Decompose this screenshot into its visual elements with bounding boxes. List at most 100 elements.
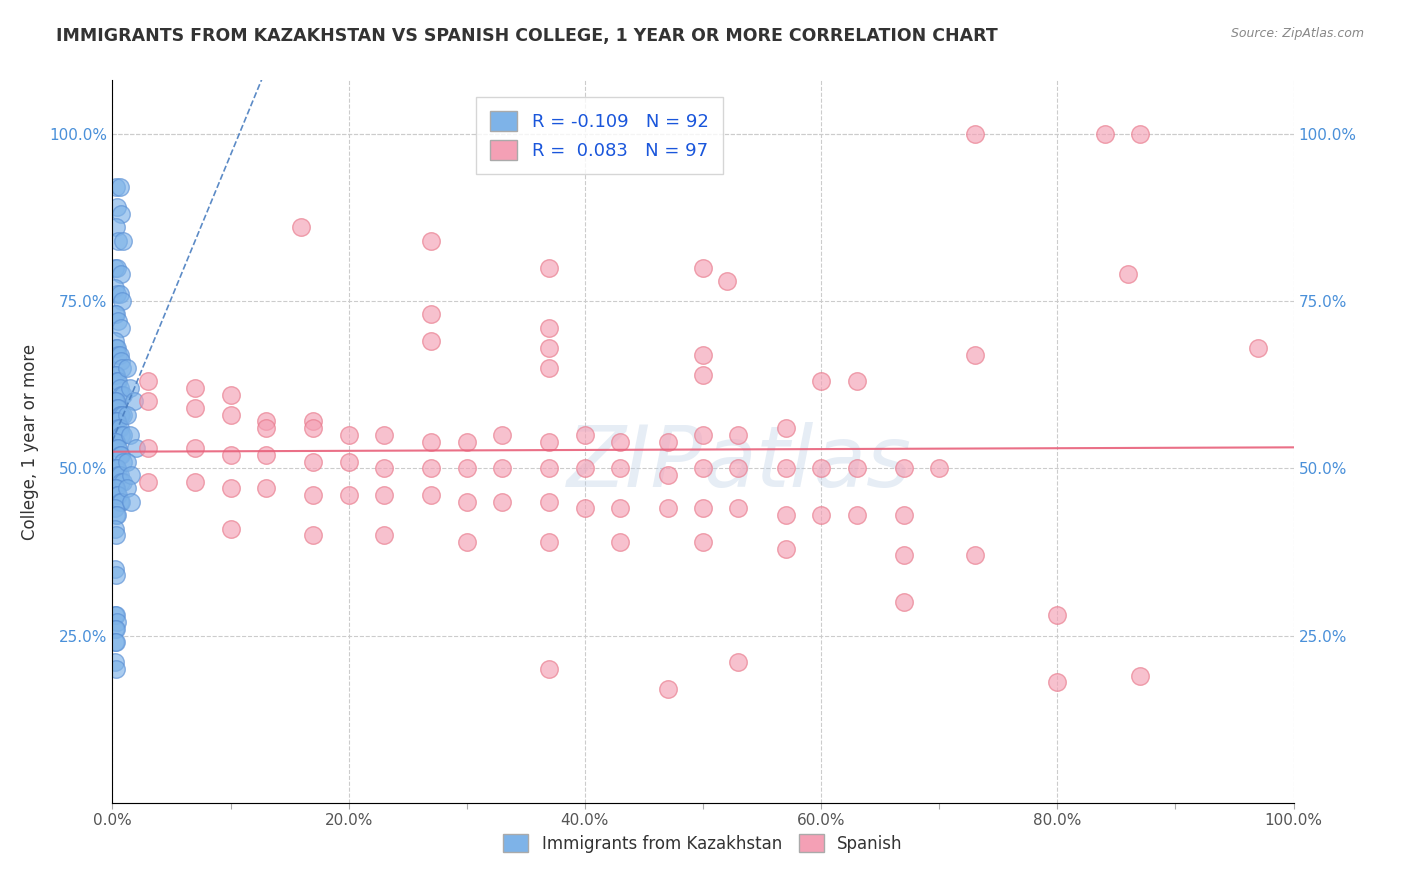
Point (302, 421, 325, 435)
Point (538, 260, 561, 275)
Point (775, 541, 797, 556)
Point (775, 421, 797, 435)
Point (456, 494, 478, 508)
Point (775, 461, 797, 475)
Point (254, 414, 277, 429)
Point (963, 548, 986, 563)
Point (420, 334, 443, 349)
Point (107, 488, 129, 502)
Point (716, 274, 738, 288)
Point (538, 662, 561, 676)
Point (136, 394, 159, 409)
Point (120, 494, 142, 508)
Point (115, 361, 138, 376)
Point (105, 461, 128, 475)
Point (112, 234, 135, 248)
Point (136, 375, 159, 389)
Point (420, 434, 443, 449)
Point (538, 341, 561, 355)
Point (184, 475, 207, 489)
Point (574, 427, 596, 442)
Point (108, 180, 131, 194)
Point (1247, 341, 1270, 355)
Point (105, 434, 128, 449)
Point (105, 508, 128, 523)
Point (112, 408, 135, 422)
Point (302, 455, 325, 469)
Point (104, 608, 127, 623)
Point (107, 234, 129, 248)
Point (110, 207, 132, 221)
Point (104, 414, 127, 429)
Text: IMMIGRANTS FROM KAZAKHSTAN VS SPANISH COLLEGE, 1 YEAR OR MORE CORRELATION CHART: IMMIGRANTS FROM KAZAKHSTAN VS SPANISH CO… (56, 27, 998, 45)
Point (107, 314, 129, 328)
Point (657, 501, 679, 516)
Point (219, 408, 242, 422)
Point (107, 467, 129, 482)
Point (302, 414, 325, 429)
Point (845, 461, 868, 475)
Point (845, 375, 868, 389)
Point (657, 467, 679, 482)
Point (105, 307, 128, 322)
Point (105, 442, 128, 455)
Point (538, 534, 561, 549)
Point (456, 534, 478, 549)
Point (104, 635, 127, 649)
Point (105, 220, 128, 235)
Point (420, 307, 443, 322)
Point (104, 501, 127, 516)
Point (657, 681, 679, 696)
Point (105, 528, 128, 542)
Point (107, 442, 129, 455)
Point (491, 461, 513, 475)
Point (609, 461, 631, 475)
Text: Source: ZipAtlas.com: Source: ZipAtlas.com (1230, 27, 1364, 40)
Point (727, 655, 749, 669)
Point (112, 475, 135, 489)
Point (104, 368, 127, 382)
Point (104, 394, 127, 409)
Point (110, 408, 132, 422)
Point (302, 488, 325, 502)
Point (104, 622, 127, 636)
Point (120, 381, 142, 395)
Point (112, 427, 135, 442)
Point (110, 321, 132, 335)
Point (538, 321, 561, 335)
Point (963, 127, 986, 141)
Point (105, 461, 128, 475)
Point (893, 461, 915, 475)
Point (105, 201, 128, 215)
Point (108, 421, 131, 435)
Point (105, 662, 128, 676)
Legend: Immigrants from Kazakhstan, Spanish: Immigrants from Kazakhstan, Spanish (496, 828, 910, 860)
Point (105, 401, 128, 416)
Point (105, 414, 128, 429)
Point (692, 534, 714, 549)
Point (538, 494, 561, 508)
Point (337, 427, 360, 442)
Point (373, 528, 395, 542)
Point (184, 381, 207, 395)
Point (574, 461, 596, 475)
Point (104, 655, 127, 669)
Point (108, 381, 131, 395)
Point (219, 448, 242, 462)
Point (373, 461, 395, 475)
Point (105, 287, 128, 301)
Point (491, 427, 513, 442)
Point (893, 508, 915, 523)
Point (105, 488, 128, 502)
Point (120, 467, 142, 482)
Point (105, 482, 128, 496)
Point (115, 482, 138, 496)
Point (104, 307, 127, 322)
Point (609, 501, 631, 516)
Point (420, 488, 443, 502)
Point (105, 341, 128, 355)
Point (108, 494, 131, 508)
Point (107, 421, 129, 435)
Text: atlas: atlas (703, 422, 911, 505)
Point (104, 281, 127, 295)
